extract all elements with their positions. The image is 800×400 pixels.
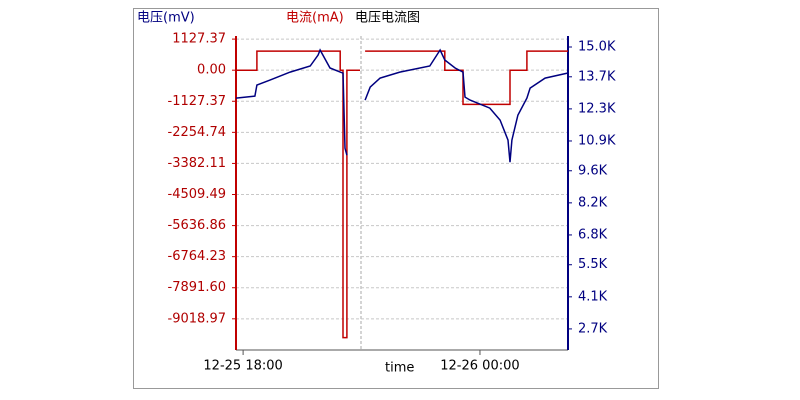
y2-tick-label: 4.1K — [578, 289, 608, 304]
x-axis-label: time — [385, 361, 414, 376]
series-line — [235, 48, 569, 163]
y-tick-label: -6764.23 — [168, 249, 226, 264]
y-axis-label: 电流(mA) — [286, 11, 344, 26]
y2-tick-label: 9.6K — [578, 163, 608, 178]
y2-tick-label: 10.9K — [578, 133, 616, 148]
y2-tick-label: 2.7K — [578, 321, 608, 336]
y2-tick-label: 6.8K — [578, 227, 608, 242]
chart-title: 电压电流图 — [355, 11, 420, 26]
y2-tick-label: 8.2K — [578, 195, 608, 210]
y-tick-label: -9018.97 — [168, 311, 226, 326]
y2-tick-label: 15.0K — [578, 40, 616, 55]
y-tick-label: -3382.11 — [168, 156, 226, 171]
y-tick-label: -2254.74 — [168, 125, 226, 140]
y-tick-label: 0.00 — [197, 63, 226, 78]
frame — [133, 8, 659, 389]
y2-tick-label: 12.3K — [578, 101, 616, 116]
y-tick-label: -7891.60 — [168, 280, 226, 295]
x-tick-label: 12-26 00:00 — [440, 359, 519, 374]
y-tick-label: 1127.37 — [172, 32, 226, 47]
y-tick-label: -4509.49 — [168, 187, 226, 202]
y2-tick-label: 5.5K — [578, 257, 608, 272]
y2-axis-label: 电压(mV) — [137, 11, 195, 26]
y-tick-label: -1127.37 — [168, 94, 226, 109]
y2-tick-label: 13.7K — [578, 69, 616, 84]
y-tick-label: -5636.86 — [168, 218, 226, 233]
x-tick-label: 12-25 18:00 — [203, 359, 282, 374]
